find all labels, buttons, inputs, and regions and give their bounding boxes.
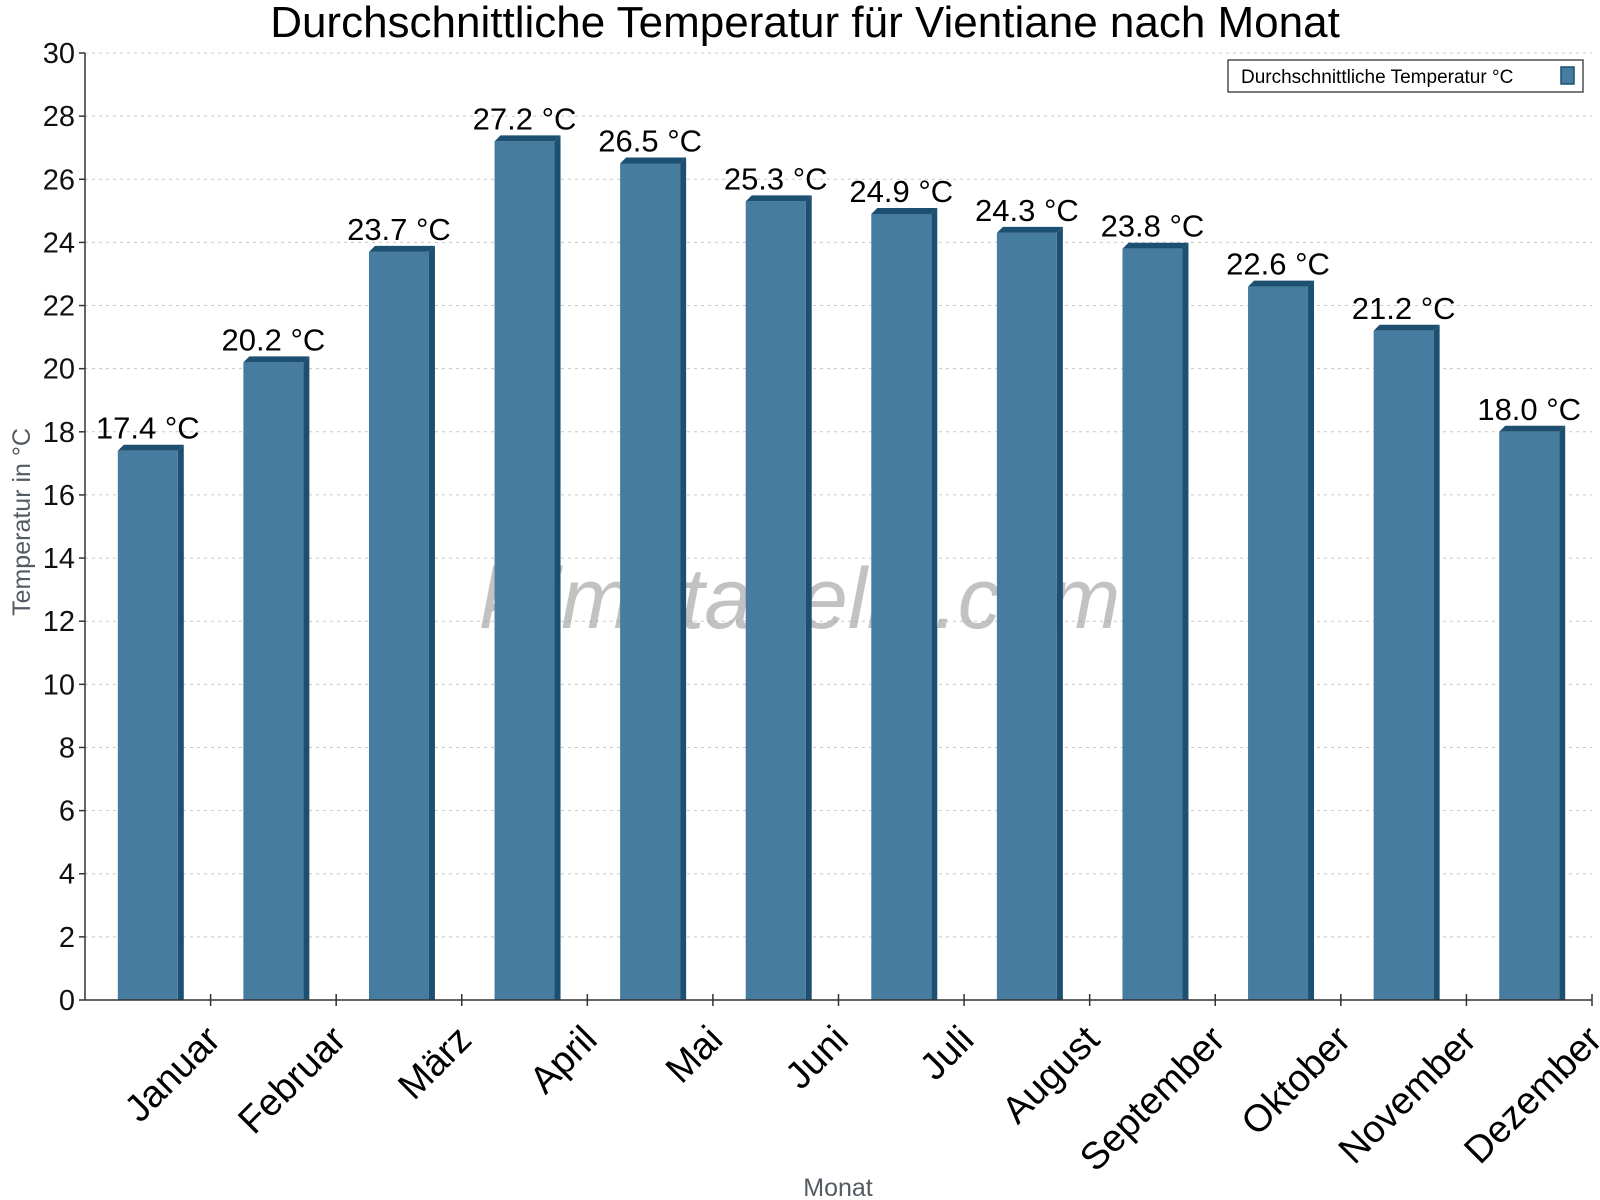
bar (243, 362, 304, 1000)
bar-top (871, 207, 938, 214)
bar-side (805, 195, 812, 1000)
value-label: 24.9 °C (849, 174, 953, 209)
y-tick-label: 14 (43, 543, 75, 575)
y-tick-label: 0 (59, 985, 75, 1017)
y-tick-label: 18 (43, 417, 75, 449)
bar-top (368, 245, 435, 252)
bar (745, 201, 806, 1000)
bar (1499, 431, 1560, 1000)
bar (1122, 248, 1183, 1001)
bar-top (117, 444, 184, 451)
bar (117, 450, 178, 1000)
bar (620, 163, 681, 1000)
x-tick-label: August (994, 1018, 1108, 1132)
legend-swatch (1560, 66, 1575, 85)
value-label: 25.3 °C (724, 161, 828, 196)
bar-top (1122, 242, 1189, 249)
legend: Durchschnittliche Temperatur °C (1227, 59, 1584, 93)
legend-box (1227, 59, 1584, 93)
value-label: 21.2 °C (1352, 291, 1456, 326)
y-tick-label: 24 (43, 227, 75, 259)
value-label: 23.7 °C (347, 212, 451, 247)
bar-side (680, 157, 687, 1000)
bar (1373, 330, 1434, 1001)
value-label: 17.4 °C (96, 411, 200, 446)
x-tick-label: April (522, 1018, 605, 1101)
x-tick-label: März (390, 1018, 479, 1107)
bar-top (1248, 280, 1315, 287)
bar-top (745, 195, 812, 202)
x-tick-label: Juni (778, 1018, 857, 1097)
x-tick-label: November (1331, 1018, 1485, 1172)
x-tick-label: Februar (231, 1018, 355, 1142)
bar-side (428, 245, 435, 1000)
bar-november (1373, 324, 1440, 1001)
bar-märz (368, 245, 435, 1000)
bar (871, 213, 932, 1001)
y-tick-label: 10 (43, 669, 75, 701)
y-tick-label: 2 (59, 922, 75, 954)
legend-label: Durchschnittliche Temperatur °C (1241, 67, 1513, 88)
value-label: 23.8 °C (1101, 209, 1205, 244)
bar-side (1308, 280, 1315, 1000)
bar-januar (117, 444, 184, 1000)
bar-september (1122, 242, 1189, 1001)
x-tick-label: Januar (117, 1018, 229, 1130)
y-tick-label: 6 (59, 796, 75, 828)
bar (494, 141, 555, 1001)
value-label: 24.3 °C (975, 193, 1079, 228)
bars (117, 135, 1566, 1001)
bar-august (996, 226, 1063, 1000)
y-tick-label: 26 (43, 164, 75, 196)
bar-dezember (1499, 425, 1566, 1000)
value-label: 27.2 °C (473, 101, 577, 136)
bar-april (494, 135, 561, 1001)
bar-top (494, 135, 561, 142)
value-label: 20.2 °C (222, 322, 326, 357)
y-tick-label: 8 (59, 732, 75, 764)
value-label: 26.5 °C (598, 123, 702, 158)
bar (1248, 286, 1309, 1000)
bar-top (1373, 324, 1440, 331)
bar-oktober (1248, 280, 1315, 1000)
y-tick-label: 16 (43, 480, 75, 512)
y-axis-title: Temperatur in °C (8, 428, 36, 616)
chart-title: Durchschnittliche Temperatur für Vientia… (270, 0, 1340, 47)
bar-side (1559, 425, 1566, 1000)
bar (368, 251, 429, 1000)
bar-top (243, 356, 310, 363)
y-tick-label: 30 (43, 38, 75, 70)
y-tick-label: 20 (43, 354, 75, 386)
bar-side (554, 135, 561, 1001)
bar-side (1056, 226, 1063, 1000)
bar-side (931, 207, 938, 1001)
bar-top (1499, 425, 1566, 432)
bar-februar (243, 356, 310, 1000)
y-tick-label: 22 (43, 291, 75, 323)
value-label: 18.0 °C (1477, 392, 1581, 427)
y-tick-label: 12 (43, 606, 75, 638)
bar-top (620, 157, 687, 164)
x-tick-label: Oktober (1234, 1018, 1360, 1144)
y-tick-label: 28 (43, 101, 75, 133)
bar-side (1182, 242, 1189, 1001)
x-tick-label: Juli (912, 1018, 982, 1088)
bar-side (1433, 324, 1440, 1001)
x-axis-title: Monat (803, 1174, 873, 1200)
bar-juli (871, 207, 938, 1001)
value-label: 22.6 °C (1226, 247, 1330, 282)
bar-side (303, 356, 310, 1000)
bar-side (177, 444, 184, 1000)
bar (996, 232, 1057, 1000)
y-tick-label: 4 (59, 859, 75, 891)
data-labels: 17.4 °C 20.2 °C 23.7 °C 27.2 °C 26.5 °C 25.3 … (96, 101, 1581, 445)
x-tick-label: Mai (658, 1018, 731, 1091)
gridlines (85, 52, 1592, 938)
bar-juni (745, 195, 812, 1000)
bar-mai (620, 157, 687, 1000)
bar-top (996, 226, 1063, 233)
x-tick-label: Dezember (1457, 1018, 1600, 1172)
